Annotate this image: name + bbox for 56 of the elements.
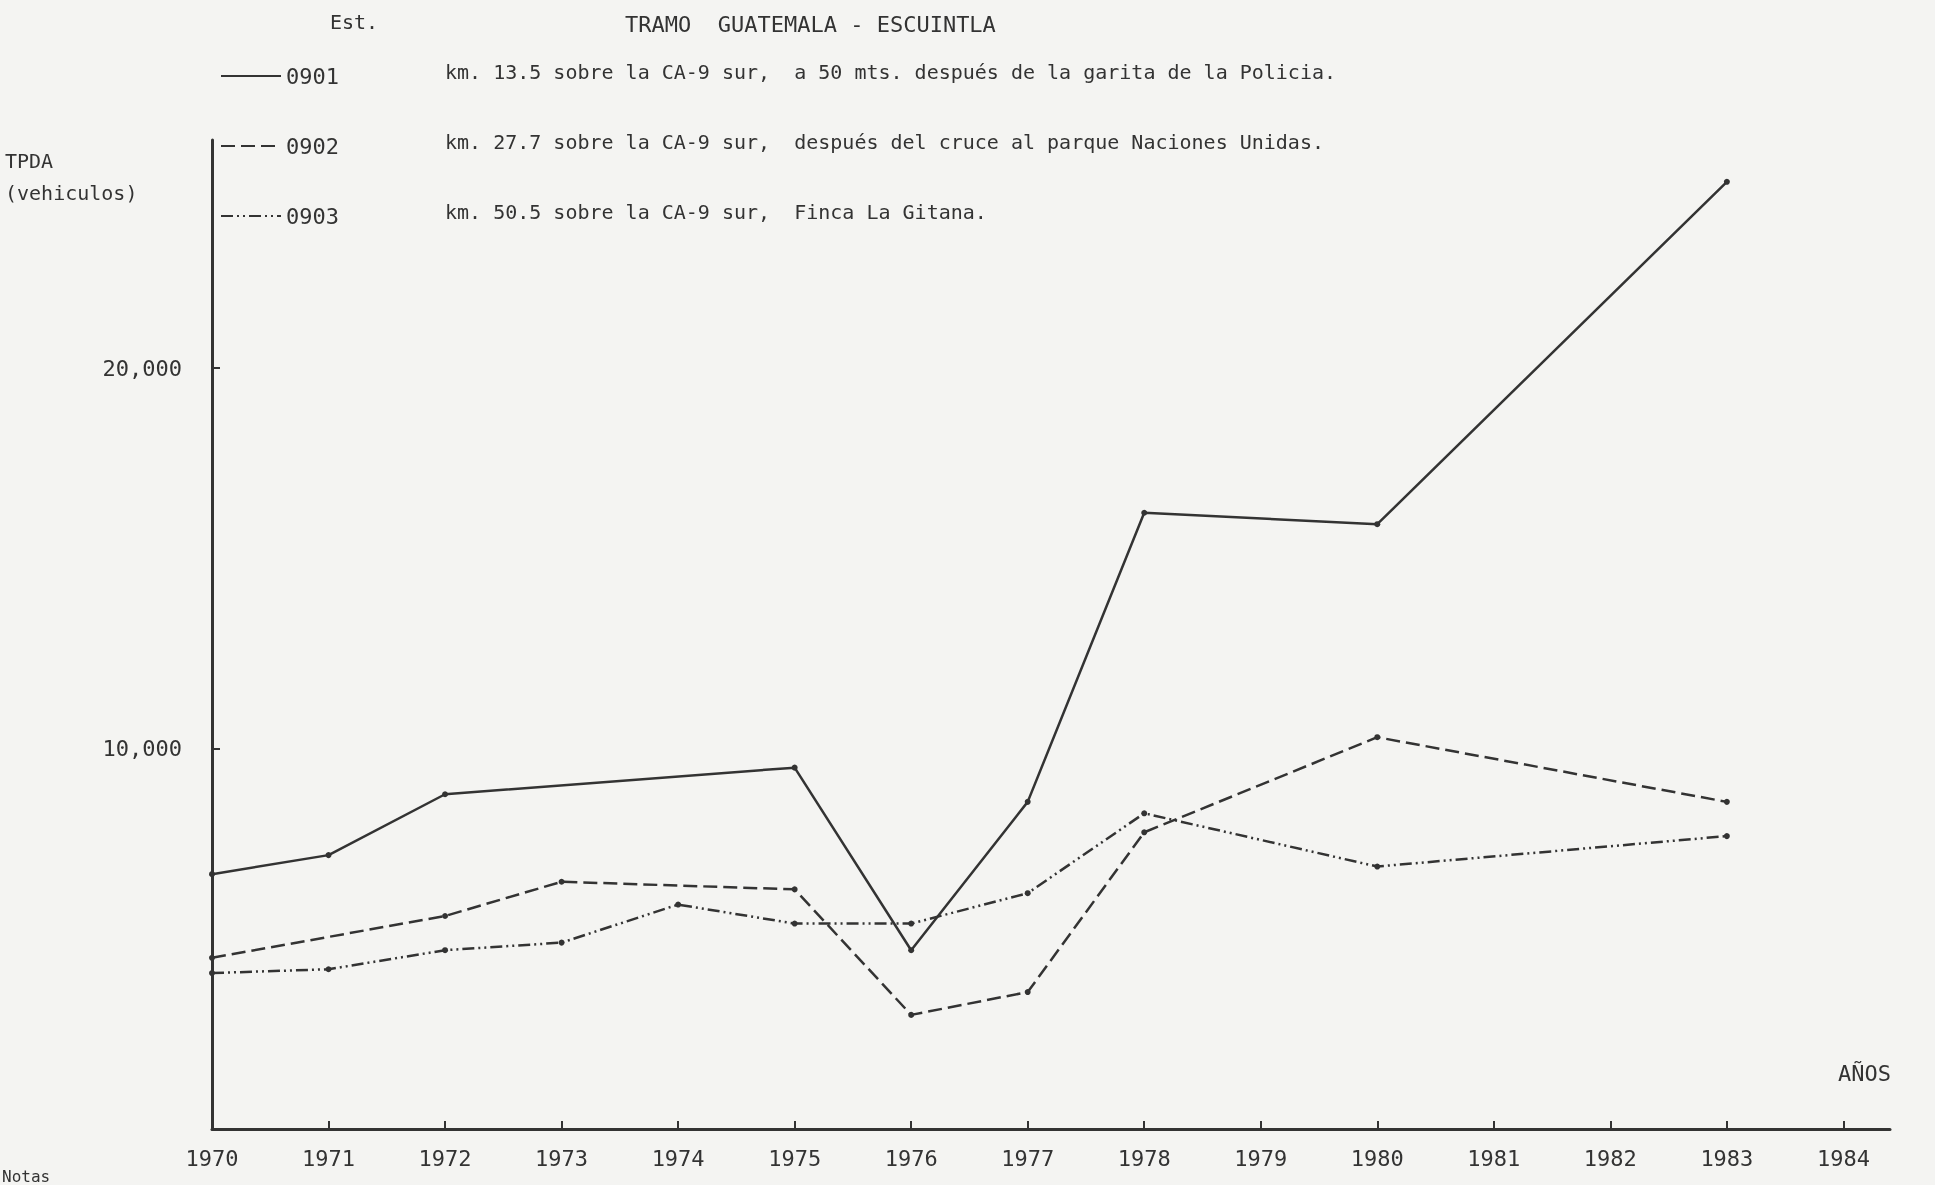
point bbox=[442, 791, 449, 798]
legend-label: 0902 bbox=[286, 133, 339, 159]
x-tick-label: 1983 bbox=[1700, 1145, 1754, 1171]
x-tick-label: 1975 bbox=[768, 1145, 822, 1171]
legend-label: 0901 bbox=[286, 63, 339, 89]
x-tick-label: 1982 bbox=[1583, 1145, 1637, 1171]
annotation: km. 27.7 sobre la CA-9 sur, después del cruce al parque Naciones Unidas. bbox=[445, 130, 1324, 154]
point bbox=[791, 920, 798, 927]
legend-title: Est. bbox=[330, 10, 379, 34]
point bbox=[791, 886, 798, 893]
point bbox=[558, 939, 565, 946]
x-tick-label: 1972 bbox=[418, 1145, 472, 1171]
y-axis-title: TPDA (vehiculos) bbox=[5, 149, 138, 205]
point bbox=[442, 947, 449, 954]
point bbox=[1723, 833, 1730, 840]
point bbox=[1723, 178, 1730, 185]
x-tick-label: 1984 bbox=[1816, 1145, 1870, 1171]
x-tick-label: 1980 bbox=[1350, 1145, 1404, 1171]
point bbox=[325, 966, 332, 973]
point bbox=[209, 954, 215, 961]
x-tick-label: 1978 bbox=[1117, 1145, 1171, 1171]
x-tick-label: 1979 bbox=[1234, 1145, 1288, 1171]
point bbox=[1141, 829, 1148, 836]
annotation: km. 50.5 sobre la CA-9 sur, Finca La Gitana. bbox=[445, 200, 987, 224]
x-tick-label: 1977 bbox=[1001, 1145, 1055, 1171]
point bbox=[1374, 521, 1381, 528]
chart-title: TRAMO GUATEMALA - ESCUINTLA bbox=[625, 11, 996, 37]
x-tick-label: 1970 bbox=[185, 1145, 239, 1171]
point bbox=[209, 970, 215, 977]
x-axis-title: AÑOS bbox=[1838, 1059, 1891, 1086]
point bbox=[209, 871, 215, 878]
legend-label: 0903 bbox=[286, 203, 339, 229]
point bbox=[325, 852, 332, 859]
point bbox=[1141, 509, 1148, 516]
x-tick-label: 1971 bbox=[302, 1145, 356, 1171]
point bbox=[791, 764, 798, 771]
point bbox=[558, 878, 565, 885]
y-tick-label: 20,000 bbox=[102, 355, 182, 381]
point bbox=[1723, 798, 1730, 805]
point bbox=[908, 947, 915, 954]
point bbox=[1374, 734, 1381, 741]
point bbox=[1024, 989, 1031, 996]
text: Notas bbox=[2, 1166, 51, 1185]
text: km. 13.5 sobre la CA-9 sur, a 50 mts. después de la garita de la Policia. bbox=[445, 60, 1337, 84]
point bbox=[442, 912, 449, 919]
x-tick-label: 1974 bbox=[651, 1145, 705, 1171]
point bbox=[908, 920, 915, 927]
y-tick-label: 10,000 bbox=[102, 736, 182, 762]
x-tick-label: 1981 bbox=[1467, 1145, 1521, 1171]
x-tick-label: 1973 bbox=[535, 1145, 589, 1171]
point bbox=[1024, 890, 1031, 897]
x-tick-label: 1976 bbox=[884, 1145, 938, 1171]
point bbox=[1141, 810, 1148, 817]
point bbox=[675, 901, 682, 908]
point bbox=[908, 1011, 915, 1018]
point bbox=[1024, 798, 1031, 805]
